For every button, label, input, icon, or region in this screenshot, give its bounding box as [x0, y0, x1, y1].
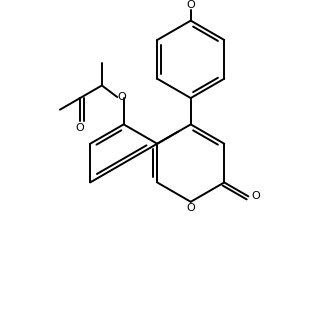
Text: O: O [251, 191, 260, 201]
Text: O: O [186, 203, 195, 213]
Text: O: O [76, 123, 85, 133]
Text: O: O [186, 0, 195, 10]
Text: O: O [118, 92, 127, 102]
